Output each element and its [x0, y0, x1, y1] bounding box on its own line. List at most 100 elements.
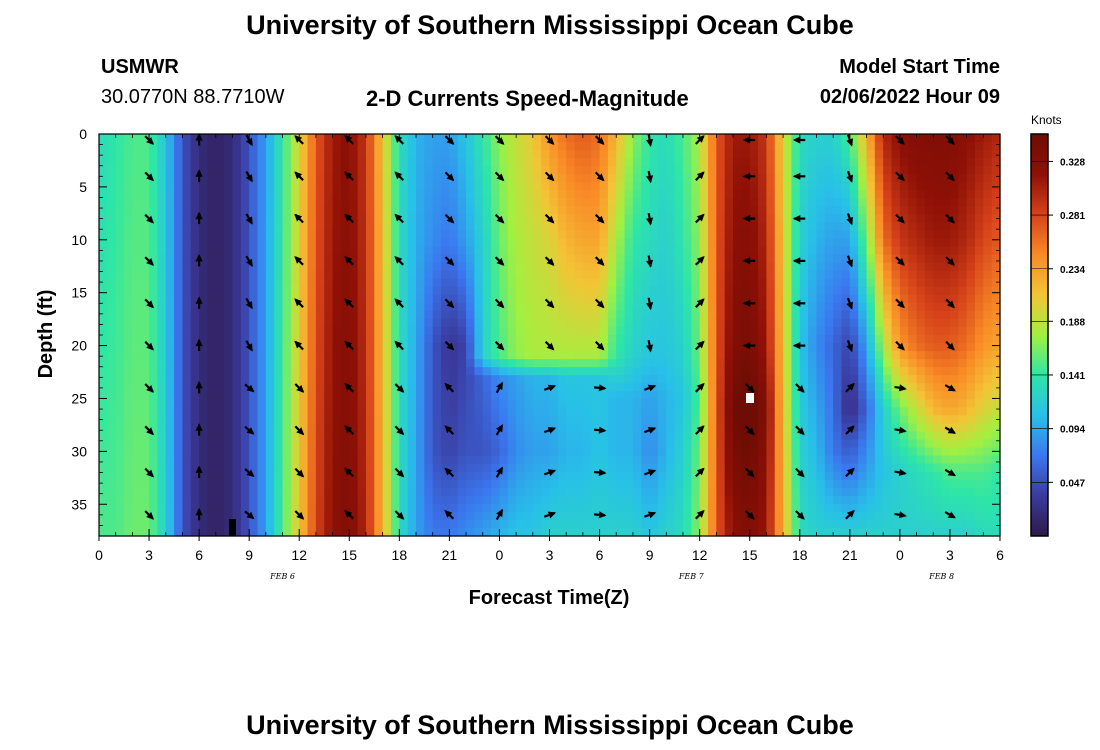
heatmap-cell	[624, 198, 634, 207]
heatmap-cell	[758, 479, 767, 489]
heatmap-cell	[207, 198, 217, 207]
heatmap-cell	[491, 439, 501, 449]
heatmap-cell	[841, 182, 851, 191]
heatmap-cell	[232, 423, 242, 433]
heatmap-cell	[674, 407, 684, 416]
heatmap-cell	[190, 326, 200, 336]
heatmap-cell	[357, 254, 367, 264]
heatmap-cell	[149, 190, 158, 199]
heatmap-cell	[324, 447, 334, 457]
heatmap-cell	[657, 254, 667, 264]
heatmap-cell	[232, 142, 242, 151]
heatmap-cell	[332, 230, 342, 240]
heatmap-cell	[624, 310, 634, 320]
heatmap-cell	[599, 222, 609, 232]
heatmap-cell	[124, 415, 133, 425]
heatmap-cell	[290, 302, 300, 312]
heatmap-cell	[557, 439, 567, 449]
heatmap-cell	[174, 302, 184, 312]
heatmap-cell	[374, 367, 384, 376]
heatmap-cell	[207, 318, 217, 328]
heatmap-cell	[265, 222, 275, 232]
heatmap-cell	[157, 262, 167, 272]
heatmap-cell	[382, 230, 392, 240]
heatmap-cell	[357, 351, 367, 360]
heatmap-cell	[457, 238, 467, 248]
heatmap-cell	[190, 198, 200, 207]
heatmap-cell	[265, 375, 275, 384]
heatmap-cell	[182, 182, 192, 191]
heatmap-cell	[899, 222, 909, 232]
heatmap-cell	[466, 503, 476, 513]
heatmap-cell	[607, 367, 617, 376]
heatmap-cell	[290, 246, 300, 256]
heatmap-cell	[407, 230, 417, 240]
heatmap-cell	[699, 415, 709, 425]
heatmap-cell	[482, 519, 492, 529]
heatmap-cell	[407, 278, 417, 288]
heatmap-cell	[866, 302, 876, 312]
heatmap-cell	[474, 294, 484, 304]
heatmap-cell	[232, 479, 242, 489]
heatmap-cell	[282, 286, 292, 296]
heatmap-cell	[107, 222, 117, 232]
heatmap-cell	[766, 471, 776, 481]
heatmap-cell	[124, 262, 133, 272]
heatmap-cell	[157, 471, 167, 481]
heatmap-cell	[724, 166, 734, 175]
heatmap-cell	[591, 150, 601, 159]
heatmap-cell	[349, 487, 359, 497]
heatmap-cell	[340, 182, 350, 191]
heatmap-cell	[524, 343, 534, 352]
heatmap-cell	[349, 222, 359, 232]
heatmap-cell	[749, 415, 759, 425]
heatmap-cell	[607, 222, 617, 232]
heatmap-cell	[507, 503, 517, 513]
heatmap-cell	[224, 383, 234, 392]
heatmap-cell	[416, 471, 425, 481]
heatmap-cell	[833, 527, 843, 537]
heatmap-cell	[874, 495, 884, 505]
heatmap-cell	[841, 367, 851, 376]
heatmap-cell	[632, 399, 642, 408]
heatmap-cell	[416, 511, 425, 521]
heatmap-cell	[758, 190, 767, 199]
heatmap-cell	[382, 343, 392, 352]
heatmap-cell	[232, 254, 242, 264]
heatmap-cell	[741, 415, 751, 425]
heatmap-cell	[349, 286, 359, 296]
heatmap-cell	[365, 134, 375, 143]
heatmap-cell	[499, 503, 509, 513]
heatmap-cell	[282, 527, 292, 537]
heatmap-cell	[265, 471, 275, 481]
heatmap-cell	[657, 391, 667, 400]
heatmap-cell	[499, 206, 509, 215]
heatmap-cell	[332, 431, 342, 441]
heatmap-cell	[849, 198, 859, 207]
heatmap-cell	[749, 278, 759, 288]
heatmap-cell	[591, 375, 601, 384]
heatmap-cell	[307, 310, 317, 320]
heatmap-cell	[149, 134, 158, 143]
heatmap-cell	[299, 487, 309, 497]
heatmap-cell	[674, 527, 684, 537]
heatmap-cell	[808, 367, 818, 376]
heatmap-cell	[916, 302, 926, 312]
heatmap-cell	[816, 527, 826, 537]
heatmap-cell	[674, 503, 684, 513]
heatmap-cell	[624, 511, 634, 521]
heatmap-cell	[115, 447, 125, 457]
heatmap-cell	[874, 294, 884, 304]
heatmap-cell	[115, 182, 125, 191]
heatmap-cell	[224, 399, 234, 408]
heatmap-cell	[107, 214, 117, 224]
heatmap-cell	[849, 431, 859, 441]
heatmap-cell	[207, 335, 217, 344]
heatmap-cell	[616, 142, 626, 151]
heatmap-cell	[758, 527, 767, 537]
heatmap-cell	[424, 495, 434, 505]
heatmap-cell	[382, 326, 392, 336]
heatmap-cell	[124, 383, 133, 392]
heatmap-cell	[649, 503, 659, 513]
heatmap-cell	[607, 142, 617, 151]
